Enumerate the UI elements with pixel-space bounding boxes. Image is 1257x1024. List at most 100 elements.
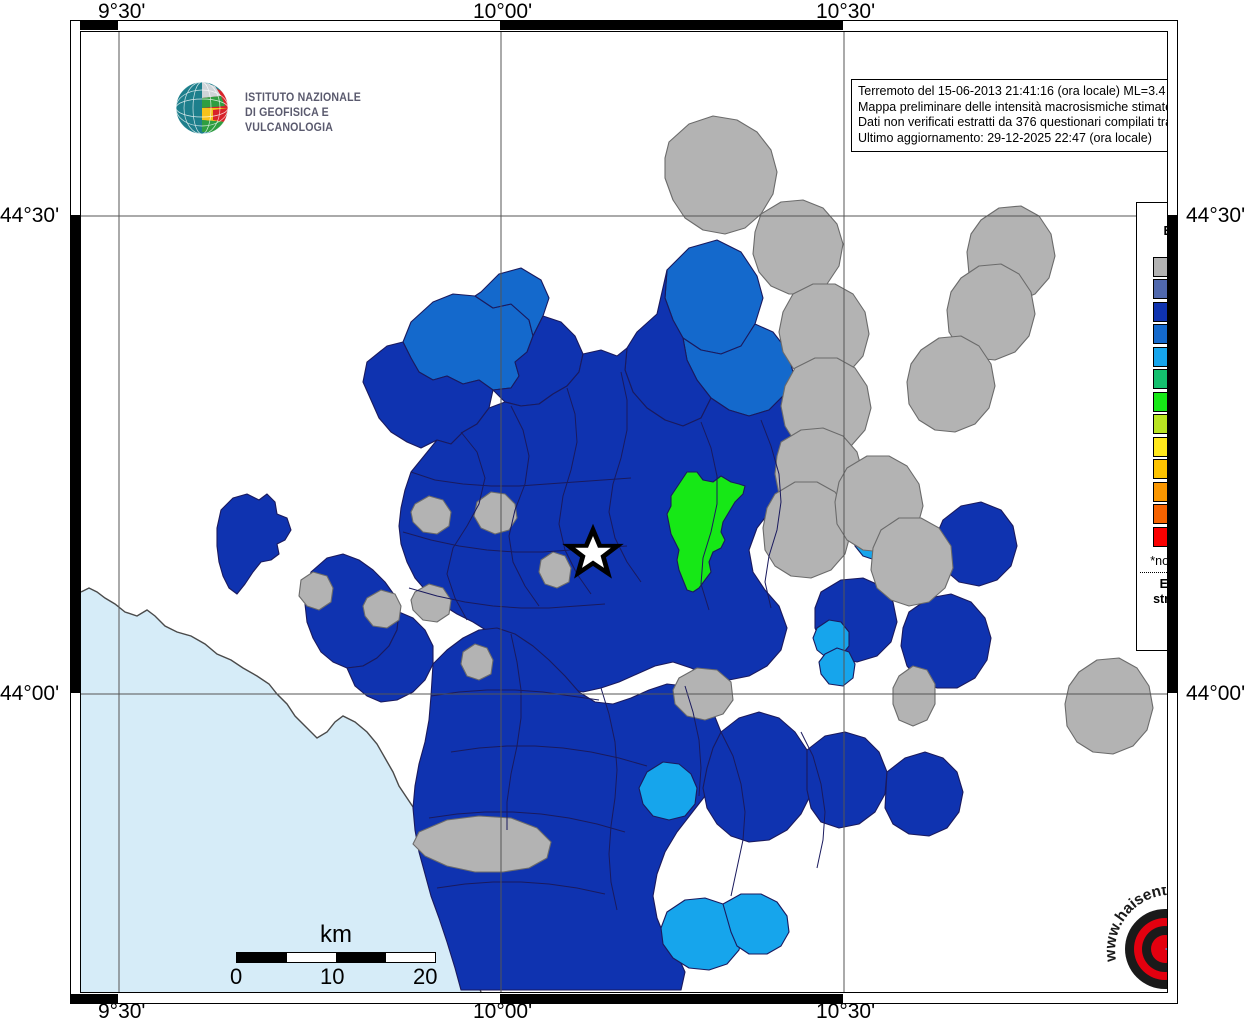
comune-iv-6[interactable]: [818, 647, 856, 687]
lat-label-left-1: 44°30': [0, 204, 60, 227]
comune-iii-se-4[interactable]: [900, 593, 992, 689]
scale-unit-label: km: [320, 921, 352, 948]
neatline-bottom-seg-1: [71, 994, 118, 1003]
legend-swatch-na[interactable]: n.a.*: [1152, 256, 1167, 277]
neatline-top-seg-3: [500, 21, 843, 30]
legend-swatch-v-vi[interactable]: V-VI: [1152, 414, 1167, 434]
ingv-globe-icon: [175, 81, 229, 135]
lon-label-top-2: 10°00': [473, 0, 533, 23]
comune-na-e-12[interactable]: [1064, 657, 1154, 755]
municipal-borders: [402, 371, 826, 911]
comune-iv-3[interactable]: [660, 897, 744, 971]
comune-iii-sw-coast2[interactable]: [346, 611, 434, 703]
neatline-right-seg-3: [1168, 693, 1177, 994]
legend-swatch-v[interactable]: V: [1152, 391, 1167, 412]
graticule-lines: [81, 32, 1167, 992]
comune-iii-se-3[interactable]: [884, 751, 964, 837]
legend-divider: [1140, 571, 1167, 573]
comune-na-enc-3[interactable]: [410, 583, 452, 623]
comune-na-enc-1[interactable]: [473, 491, 518, 535]
scale-tick-labels: 0 10 20: [230, 964, 438, 990]
legend-swatch-iv-v[interactable]: IV-V: [1152, 369, 1167, 389]
comune-na-ne-6[interactable]: [762, 481, 852, 579]
scale-tick-20: 20: [413, 964, 438, 989]
hsit-logo-icon: ? www.haisentitoilterremoto.it: [1096, 874, 1167, 989]
info-line-updated: Ultimo aggiornamento: 29-12-2025 22:47 (…: [858, 130, 1152, 145]
info-line-mapdesc: Mappa preliminare delle intensità macros…: [858, 99, 1168, 114]
scale-bar: km 0 10 20: [230, 921, 438, 990]
neatline-right-seg-2: [1168, 215, 1177, 693]
comune-na-ne-8[interactable]: [946, 263, 1036, 361]
neatline-bottom-seg-2: [118, 994, 500, 1003]
lat-label-right-1: 44°30': [1186, 204, 1246, 227]
haisentitoilterremoto-logo[interactable]: ? www.haisentitoilterremoto.it: [1096, 874, 1167, 992]
scale-seg-2: [286, 953, 337, 962]
comune-na-enc-6[interactable]: [460, 643, 494, 681]
comune-na-ne-9[interactable]: [906, 335, 996, 433]
scale-seg-4: [386, 953, 435, 962]
comune-na-enc-2[interactable]: [410, 495, 452, 535]
legend-swatch-ii[interactable]: II: [1152, 279, 1167, 299]
comune-na-enc-7[interactable]: [412, 815, 552, 873]
comune-iv-4[interactable]: [722, 893, 790, 955]
comune-iv-2[interactable]: [638, 761, 698, 821]
legend-epicenter-star-icon: [1137, 613, 1167, 642]
lon-label-top-1: 9°30': [98, 0, 146, 23]
comune-na-ne-11[interactable]: [870, 517, 954, 607]
comune-v-green[interactable]: [666, 471, 746, 593]
legend-title-line-1: Scala: [1137, 209, 1167, 224]
legend-panel: Scala Europea (EMS) n.a.* II III III-IV …: [1136, 202, 1168, 651]
ingv-logo: ISTITUTO NAZIONALE DI GEOFISICA E VULCAN…: [173, 80, 413, 136]
comune-na-enc-5[interactable]: [298, 571, 334, 611]
scale-seg-1: [237, 953, 287, 962]
legend-swatch-iv[interactable]: IV: [1152, 346, 1167, 367]
map-neatline-outer: [70, 20, 1178, 1004]
lat-label-right-2: 44°00': [1186, 682, 1246, 705]
info-line-source: Dati non verificati estratti da 376 ques…: [858, 115, 1167, 129]
legend-footnote: *non avvertito: [1150, 553, 1167, 568]
comune-na-enc-4[interactable]: [362, 589, 402, 629]
earthquake-info-box: Terremoto del 15-06-2013 21:41:16 (ora l…: [851, 79, 1168, 152]
legend-swatch-viii[interactable]: VIII: [1152, 526, 1167, 547]
comune-na-enc-10[interactable]: [538, 551, 572, 589]
neatline-left-seg-2: [71, 215, 80, 693]
scale-seg-3: [336, 953, 387, 962]
neatline-top-seg-4: [843, 21, 1177, 30]
comune-na-ne-2[interactable]: [752, 199, 844, 295]
scale-tick-0: 0: [230, 964, 243, 989]
map-vector-layer: [81, 32, 1167, 992]
lon-label-bottom-3: 10°30': [816, 1000, 876, 1023]
neatline-bottom-seg-4: [843, 994, 1177, 1003]
neatline-top-seg-2: [118, 21, 500, 30]
comune-na-enc-8[interactable]: [892, 665, 936, 727]
legend-title-line-3: (EMS): [1137, 239, 1167, 254]
map-canvas[interactable]: ISTITUTO NAZIONALE DI GEOFISICA E VULCAN…: [80, 31, 1168, 993]
neatline-left-seg-3: [71, 693, 80, 994]
legend-swatch-iii[interactable]: III: [1152, 301, 1167, 322]
comune-iii-se-2[interactable]: [806, 731, 888, 829]
lat-label-left-2: 44°00': [0, 682, 60, 705]
lon-label-bottom-2: 10°00': [473, 1000, 533, 1023]
legend-swatch-vii-viii[interactable]: VII-VIII: [1152, 504, 1167, 524]
neatline-right-seg-1: [1168, 21, 1177, 215]
neatline-top-seg-1: [71, 21, 118, 30]
neatline-bottom-seg-3: [500, 994, 843, 1003]
legend-swatch-vi[interactable]: VI: [1152, 436, 1167, 457]
info-line-event: Terremoto del 15-06-2013 21:41:16 (ora l…: [858, 84, 1167, 98]
legend-swatch-iii-iv[interactable]: III-IV: [1152, 324, 1167, 344]
ingv-line-2: DI GEOFISICA E VULCANOLOGIA: [245, 107, 334, 134]
neatline-left-seg-1: [71, 21, 80, 215]
scale-bar-graphic: [236, 952, 436, 963]
legend-epicenter-label-1: Epicentro: [1159, 576, 1168, 591]
sea-polygon: [81, 588, 481, 992]
lon-label-top-3: 10°30': [816, 0, 876, 23]
epicenter-star-icon[interactable]: [562, 523, 624, 579]
legend-title-line-2: Europea: [1137, 224, 1167, 239]
comune-iii-west-exclave[interactable]: [216, 493, 292, 595]
legend-swatch-vii[interactable]: VII: [1152, 481, 1167, 502]
comune-iii-se-1[interactable]: [702, 711, 814, 843]
legend-swatch-vi-vii[interactable]: VI-VII: [1152, 459, 1167, 479]
legend-epicenter-label-2: strumentale: [1153, 591, 1167, 606]
scale-tick-10: 10: [320, 964, 345, 989]
